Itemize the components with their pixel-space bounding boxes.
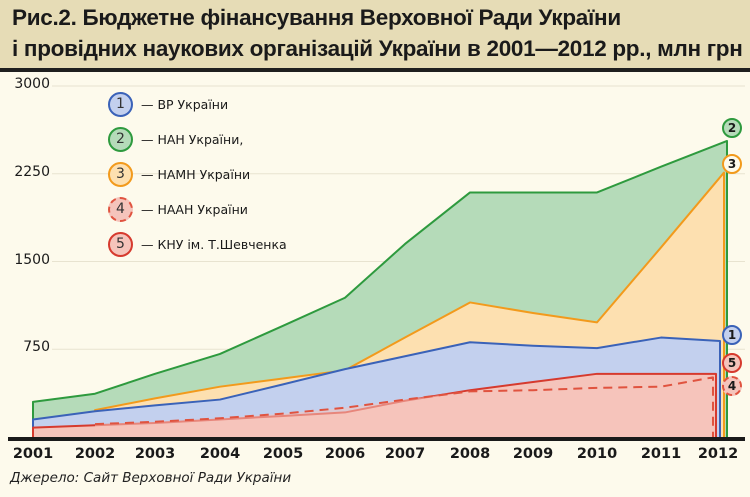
legend-item: 3 — НАМН України — [108, 160, 250, 188]
legend-label: — НАМН України — [141, 166, 251, 182]
y-tick-label: 1500 — [14, 251, 50, 268]
x-tick-label: 2007 — [384, 446, 426, 462]
legend-label: — НАН України, — [141, 131, 244, 147]
legend-label: — ВР України — [141, 96, 229, 112]
x-tick-label: 2004 — [199, 446, 241, 462]
x-tick-label: 2009 — [512, 446, 554, 462]
series-line-1 — [32, 336, 721, 437]
end-label-badge: 4 — [722, 376, 742, 396]
end-label-badge: 5 — [722, 353, 742, 373]
end-label-badge: 2 — [722, 118, 742, 138]
x-tick-label: 2012 — [697, 446, 739, 462]
legend-badge: 1 — [108, 91, 133, 117]
legend-item: 1 — ВР України — [108, 90, 228, 118]
source-note: Джерело: Сайт Верховної Ради України — [10, 470, 292, 486]
chart-title: Рис.2. Бюджетне фінансування Верховної Р… — [12, 5, 621, 30]
legend-badge: 2 — [108, 126, 133, 152]
end-label-badge: 1 — [722, 325, 742, 345]
legend-item: 4 — НААН України — [108, 195, 248, 223]
x-tick-label: 2010 — [576, 446, 618, 462]
y-tick-label: 750 — [23, 339, 50, 356]
x-tick-label: 2003 — [134, 446, 176, 462]
x-tick-label: 2001 — [12, 446, 54, 462]
y-tick-label: 2250 — [14, 163, 50, 180]
area-4 — [95, 377, 713, 437]
x-tick-label: 2008 — [449, 446, 491, 462]
x-tick-label: 2006 — [324, 446, 366, 462]
y-tick-label: 3000 — [14, 76, 50, 92]
chart-header: Рис.2. Бюджетне фінансування Верховної Р… — [0, 0, 750, 72]
legend-item: 2 — НАН України, — [108, 125, 243, 153]
x-tick-label: 2002 — [74, 446, 116, 462]
legend-badge: 4 — [108, 196, 133, 222]
chart-subtitle: і провідних наукових організацій України… — [12, 36, 743, 61]
legend-badge: 5 — [108, 231, 133, 257]
series-line-4 — [94, 376, 714, 437]
x-tick-label: 2005 — [262, 446, 304, 462]
x-tick-label: 2011 — [640, 446, 682, 462]
legend-label: — НААН України — [141, 201, 248, 217]
legend-badge: 3 — [108, 161, 133, 187]
series-line-2 — [32, 139, 728, 437]
end-label-badge: 3 — [722, 154, 742, 174]
legend-label: — КНУ ім. Т.Шевченка — [141, 236, 287, 252]
series-line-3 — [94, 171, 725, 437]
legend-item: 5 — КНУ ім. Т.Шевченка — [108, 230, 287, 258]
